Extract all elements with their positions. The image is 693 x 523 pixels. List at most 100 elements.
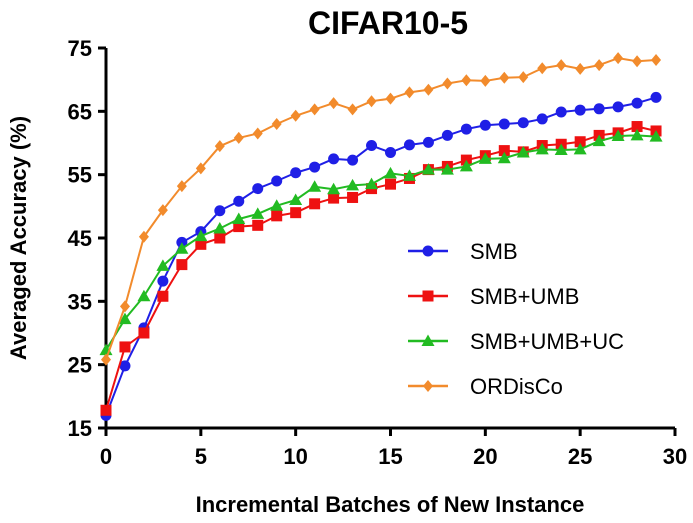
data-point	[176, 180, 187, 193]
series-layer	[99, 52, 663, 421]
data-point	[442, 77, 453, 90]
data-point	[498, 118, 510, 130]
legend: SMB SMB+UMB SMB+UMB+UC ORDisCo	[408, 239, 624, 399]
data-point	[555, 106, 567, 118]
data-point	[308, 180, 322, 192]
data-point	[632, 55, 643, 68]
data-point	[421, 163, 435, 175]
data-point	[365, 177, 379, 190]
data-point	[630, 128, 644, 141]
data-point	[516, 146, 530, 158]
data-point	[592, 134, 606, 147]
data-point	[574, 136, 586, 148]
data-point	[328, 192, 340, 204]
series-smb	[100, 91, 662, 421]
data-point	[423, 83, 434, 96]
data-point	[366, 140, 378, 152]
data-point	[480, 74, 491, 87]
legend-label: ORDisCo	[470, 374, 563, 399]
chart-title: CIFAR10-5	[308, 5, 468, 41]
legend-marker	[423, 380, 433, 392]
x-tick-label: 30	[663, 444, 687, 469]
data-point	[441, 129, 453, 141]
y-tick-label: 55	[68, 163, 92, 188]
data-point	[309, 103, 320, 116]
data-point	[290, 109, 301, 122]
y-tick-label: 35	[68, 289, 92, 314]
series-smb-umb	[100, 121, 662, 416]
data-point	[611, 129, 625, 142]
data-point	[347, 191, 359, 203]
data-point	[233, 131, 244, 144]
data-point	[118, 312, 132, 325]
data-point	[631, 121, 643, 133]
series-line	[105, 134, 657, 351]
data-point	[497, 151, 511, 164]
data-point	[157, 275, 169, 287]
legend-label: SMB+UMB	[470, 284, 579, 309]
data-point	[251, 207, 265, 219]
series-ordisco	[101, 52, 662, 366]
y-tick-label: 45	[68, 226, 92, 251]
data-point	[613, 52, 624, 65]
data-point	[479, 119, 491, 131]
x-tick-label: 0	[100, 444, 112, 469]
data-point	[157, 290, 169, 302]
legend-marker	[422, 290, 434, 302]
data-point	[327, 182, 341, 195]
data-point	[631, 97, 643, 109]
legend-marker	[421, 334, 435, 346]
data-point	[270, 199, 284, 211]
x-tick-label: 25	[568, 444, 592, 469]
data-point	[271, 210, 283, 222]
data-point	[346, 178, 360, 191]
data-point	[385, 147, 396, 158]
data-point	[517, 117, 529, 129]
data-point	[138, 230, 149, 243]
axes: 0 5 10 15 20 25 30 15 25 35 45 55 65 75	[68, 36, 688, 469]
data-point	[290, 207, 302, 219]
data-point	[176, 259, 188, 271]
data-point	[347, 154, 359, 166]
data-point	[233, 195, 245, 207]
data-point	[536, 113, 548, 125]
data-point	[440, 163, 454, 175]
data-point	[195, 162, 206, 175]
data-point	[651, 54, 662, 67]
legend-item: ORDisCo	[408, 374, 563, 399]
data-point	[518, 71, 529, 84]
data-point	[328, 97, 339, 110]
data-point	[498, 145, 510, 157]
data-point	[214, 205, 226, 217]
data-point	[347, 103, 358, 116]
data-point	[403, 139, 415, 151]
data-point	[460, 123, 472, 135]
data-point	[175, 242, 189, 254]
y-axis-label: Averaged Accuracy (%)	[6, 116, 31, 360]
data-point	[100, 404, 112, 416]
legend-item: SMB	[408, 239, 518, 264]
data-point	[252, 219, 264, 231]
data-point	[271, 118, 282, 130]
y-tick-label: 25	[68, 353, 92, 378]
data-point	[385, 178, 396, 190]
legend-item: SMB+UMB	[408, 284, 579, 309]
data-point	[252, 183, 264, 195]
legend-marker	[422, 245, 434, 257]
data-point	[289, 193, 303, 205]
x-tick-label: 20	[473, 444, 497, 469]
data-point	[309, 198, 321, 210]
data-point	[101, 353, 111, 366]
data-point	[214, 140, 225, 153]
data-point	[156, 259, 170, 271]
data-point	[309, 161, 321, 173]
data-point	[233, 221, 245, 233]
data-point	[556, 59, 567, 72]
data-point	[499, 71, 510, 84]
x-tick-label: 5	[195, 444, 207, 469]
data-point	[138, 327, 150, 339]
data-point	[459, 159, 473, 172]
legend-item: SMB+UMB+UC	[408, 329, 624, 354]
data-point	[612, 101, 624, 113]
